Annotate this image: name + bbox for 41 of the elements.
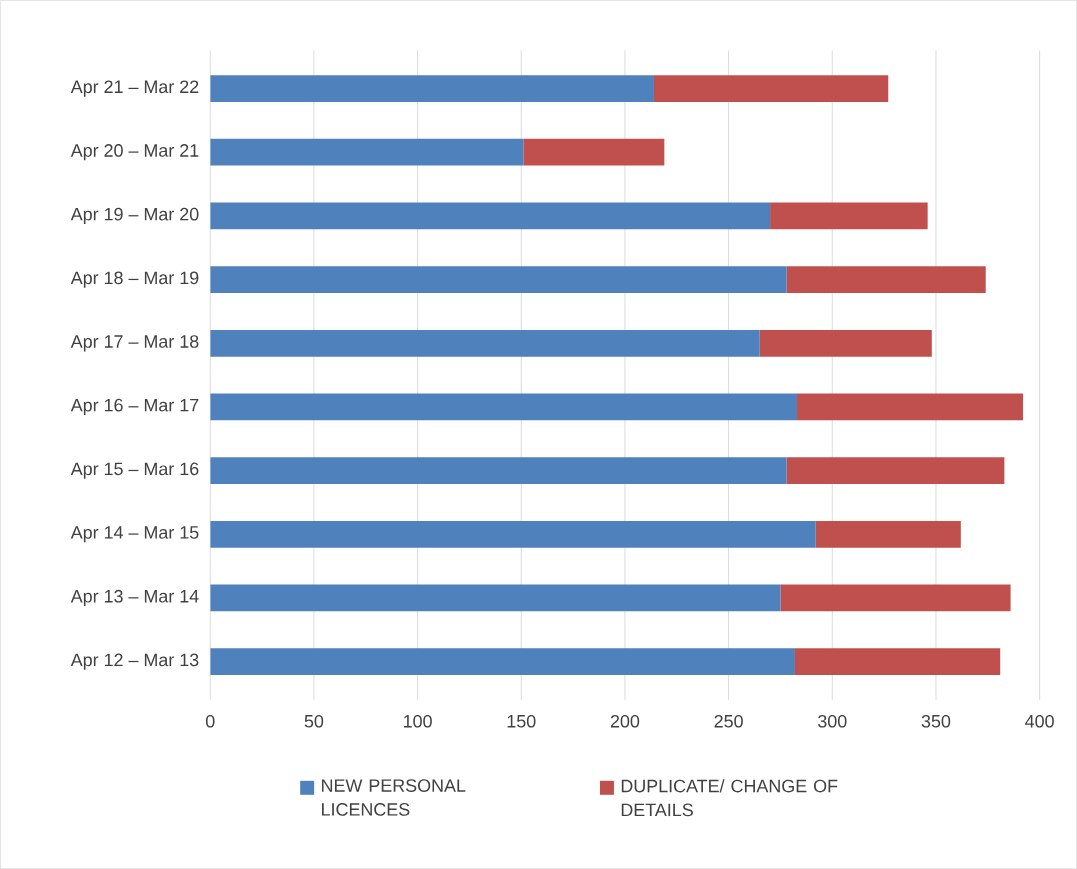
bar xyxy=(759,329,932,357)
bar xyxy=(210,266,787,293)
y-tick-label: Apr 21 – Mar 22 xyxy=(70,80,199,97)
x-tick-label: 400 xyxy=(1025,714,1054,728)
bar xyxy=(210,648,795,675)
legend-label: DUPLICATE/ CHANGE OF DETAILS xyxy=(621,779,838,817)
y-tick-label: Apr 20 – Mar 21 xyxy=(70,144,199,161)
bar xyxy=(797,393,1024,421)
x-tick-label: 350 xyxy=(921,714,951,728)
y-tick-label: Apr 16 – Mar 17 xyxy=(70,398,199,415)
x-tick-label: 200 xyxy=(610,714,640,728)
x-tick-label: 250 xyxy=(714,714,743,728)
bar xyxy=(794,648,1001,675)
bar xyxy=(210,393,798,421)
y-tick-label: Apr 18 – Mar 19 xyxy=(70,271,199,288)
bar xyxy=(210,520,816,548)
x-tick-label: 300 xyxy=(818,714,847,728)
bar xyxy=(770,202,928,230)
bar xyxy=(780,584,1011,612)
legend-label: NEW PERSONAL LICENCES xyxy=(322,779,466,816)
bar xyxy=(210,202,771,230)
bar xyxy=(815,520,961,548)
y-tick-label: Apr 14 – Mar 15 xyxy=(70,526,199,543)
bar xyxy=(786,457,1005,484)
y-tick-label: Apr 12 – Mar 13 xyxy=(70,653,199,670)
bar xyxy=(653,75,889,102)
bar xyxy=(210,457,787,484)
y-tick-label: Apr 19 – Mar 20 xyxy=(70,207,199,224)
y-tick-label: Apr 13 – Mar 14 xyxy=(70,589,199,607)
bar xyxy=(210,329,760,357)
x-tick-label: 150 xyxy=(507,714,536,728)
x-tick-label: 0 xyxy=(205,714,215,728)
bar xyxy=(210,584,781,612)
bar xyxy=(210,75,654,102)
x-tick-label: 50 xyxy=(304,714,324,728)
x-tick-label: 100 xyxy=(404,714,432,728)
bar xyxy=(786,266,986,293)
y-tick-label: Apr 15 – Mar 16 xyxy=(70,462,199,479)
bar xyxy=(210,138,524,166)
y-tick-label: Apr 17 – Mar 18 xyxy=(70,335,199,352)
bar xyxy=(523,138,665,166)
